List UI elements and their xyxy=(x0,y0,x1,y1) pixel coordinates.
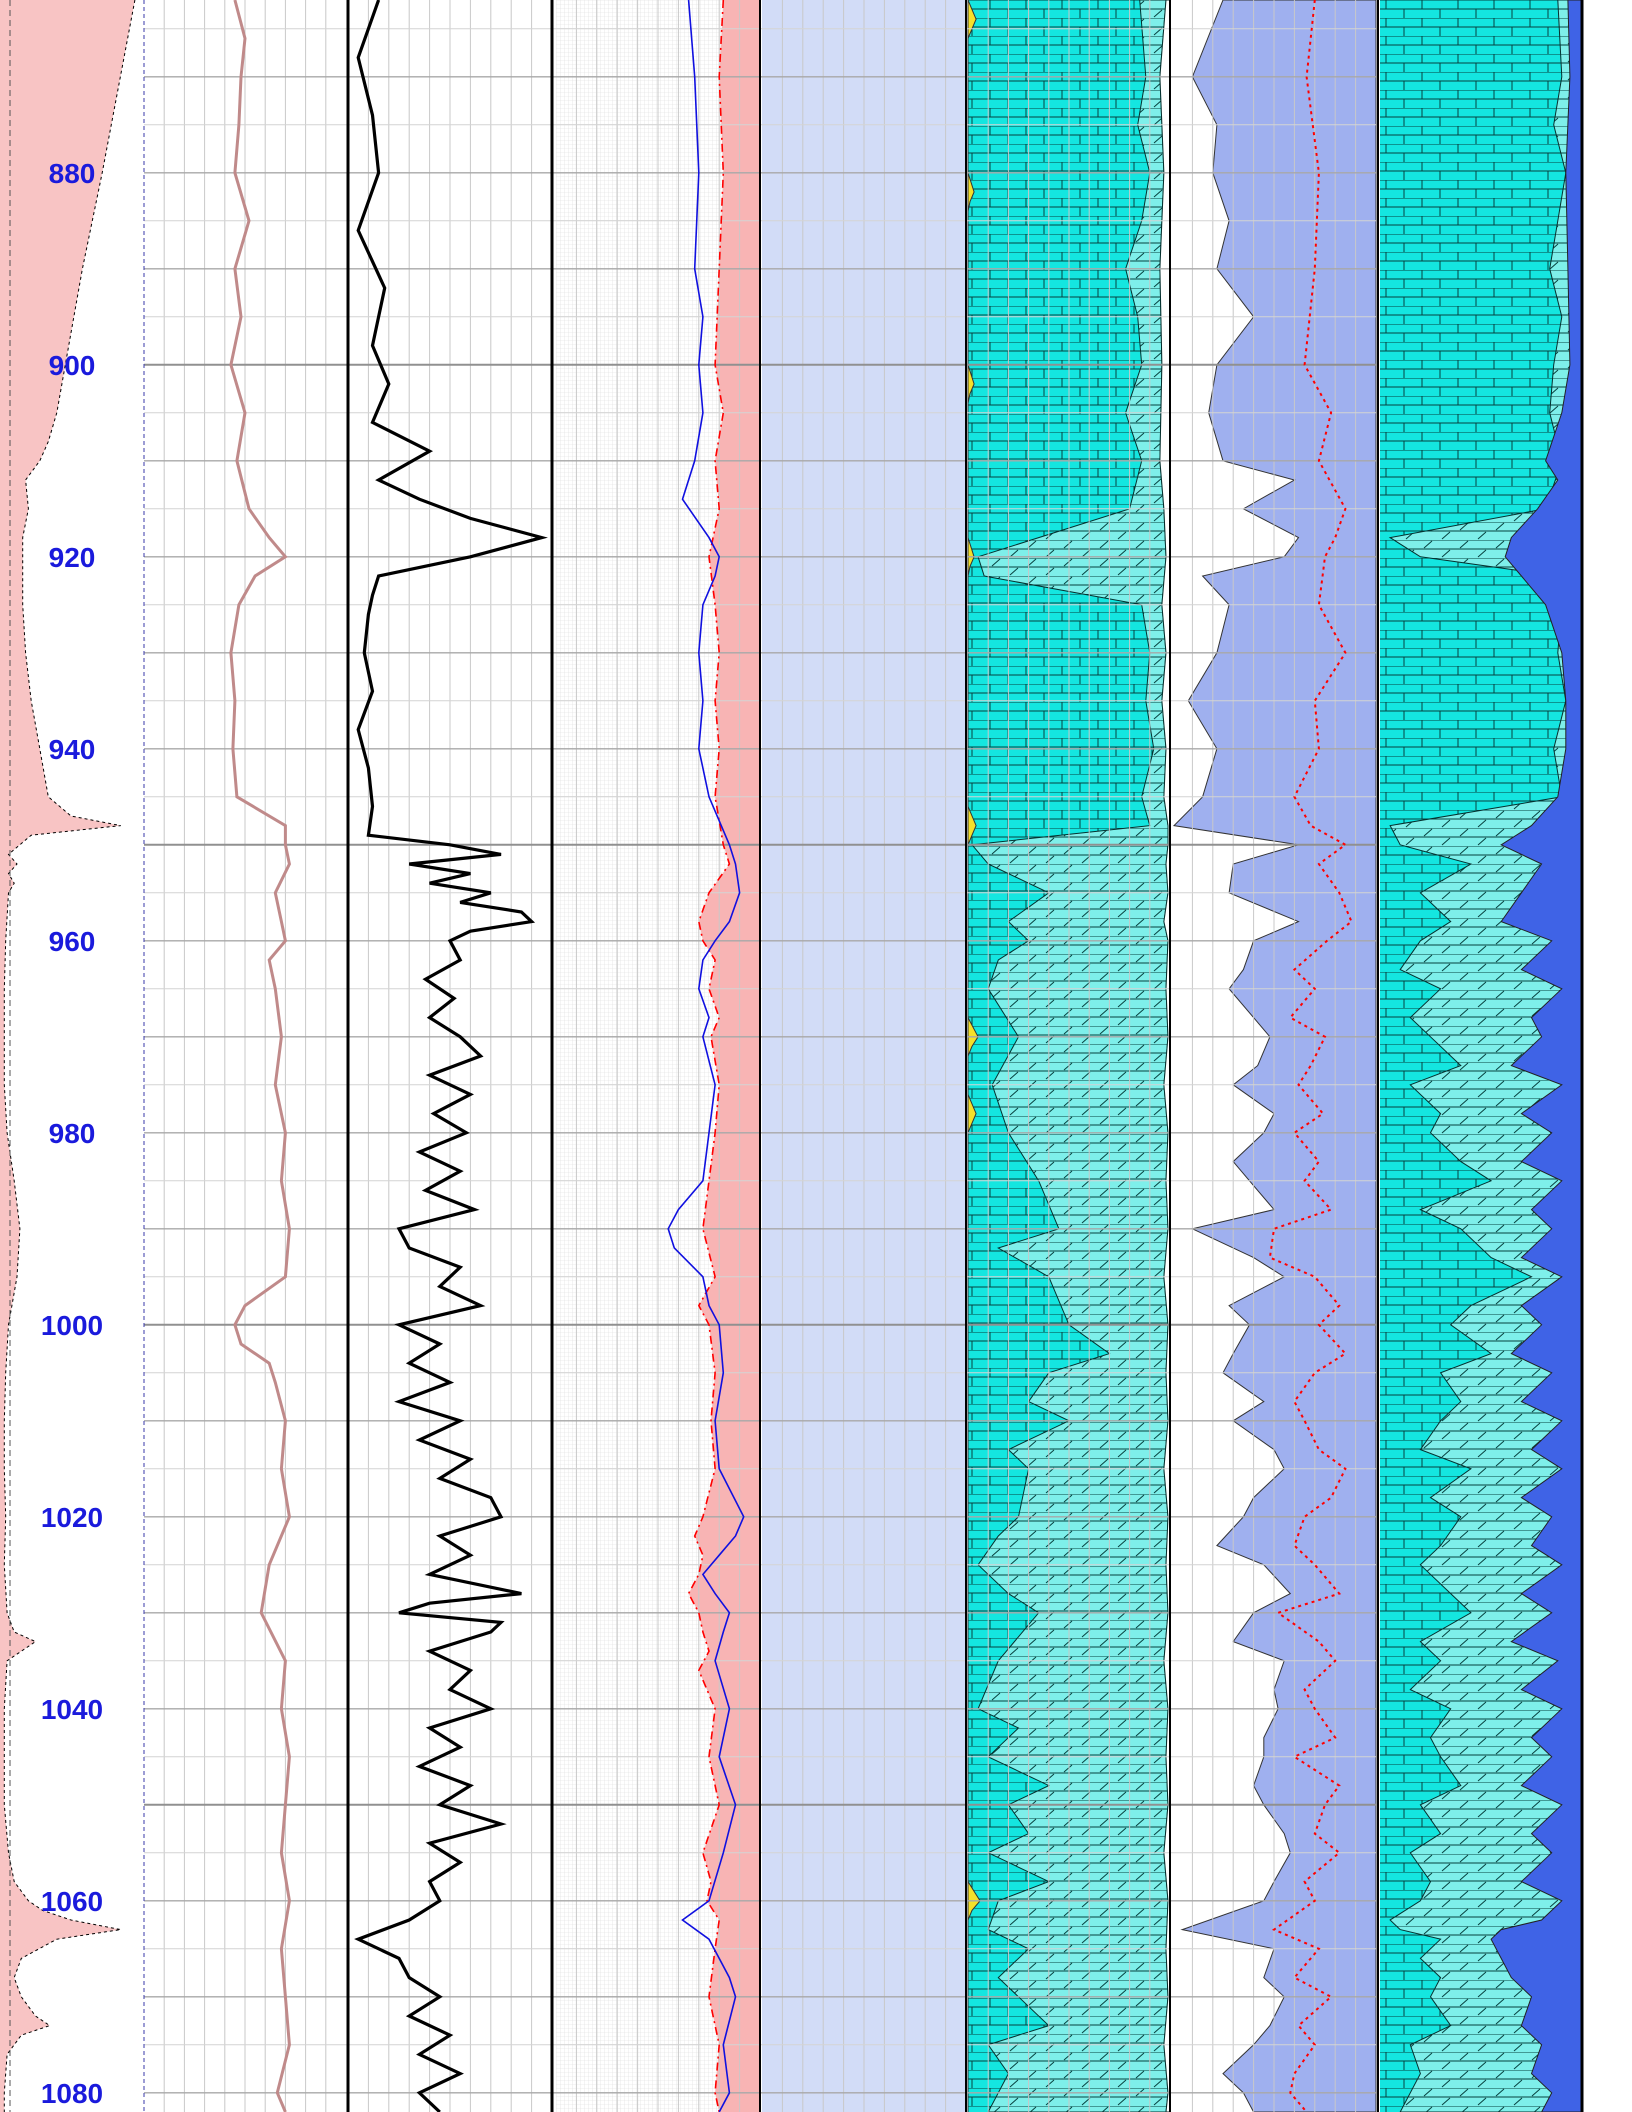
depth-label: 1060 xyxy=(41,1886,103,1917)
depth-label: 900 xyxy=(49,350,96,381)
depth-label: 1000 xyxy=(41,1310,103,1341)
depth-label: 1020 xyxy=(41,1502,103,1533)
red-dashed-curve xyxy=(687,0,731,2112)
track4-red-fill xyxy=(688,0,760,2112)
curve-lines xyxy=(3,0,1353,2112)
blue-curve xyxy=(667,0,745,2112)
track-borders xyxy=(9,0,1584,2112)
depth-label: 880 xyxy=(49,158,96,189)
track1-pink-fill xyxy=(0,0,135,2112)
depth-label: 980 xyxy=(49,1118,96,1149)
black-curve xyxy=(354,0,548,2112)
track7-periwinkle-fill xyxy=(1172,0,1377,2112)
depth-label: 940 xyxy=(49,734,96,765)
track8-royal-blue-fill xyxy=(1490,0,1583,2112)
depth-label: 920 xyxy=(49,542,96,573)
depth-label: 1040 xyxy=(41,1694,103,1725)
depth-label: 1080 xyxy=(41,2078,103,2109)
brown-curve xyxy=(229,0,291,2112)
depth-label: 960 xyxy=(49,926,96,957)
track1-outline xyxy=(3,0,136,2112)
red-dotted-curve xyxy=(1268,0,1353,2112)
depth-labels: 880 900 920 940 960 980 1000 1020 1040 1060 1080 xyxy=(41,158,103,2109)
